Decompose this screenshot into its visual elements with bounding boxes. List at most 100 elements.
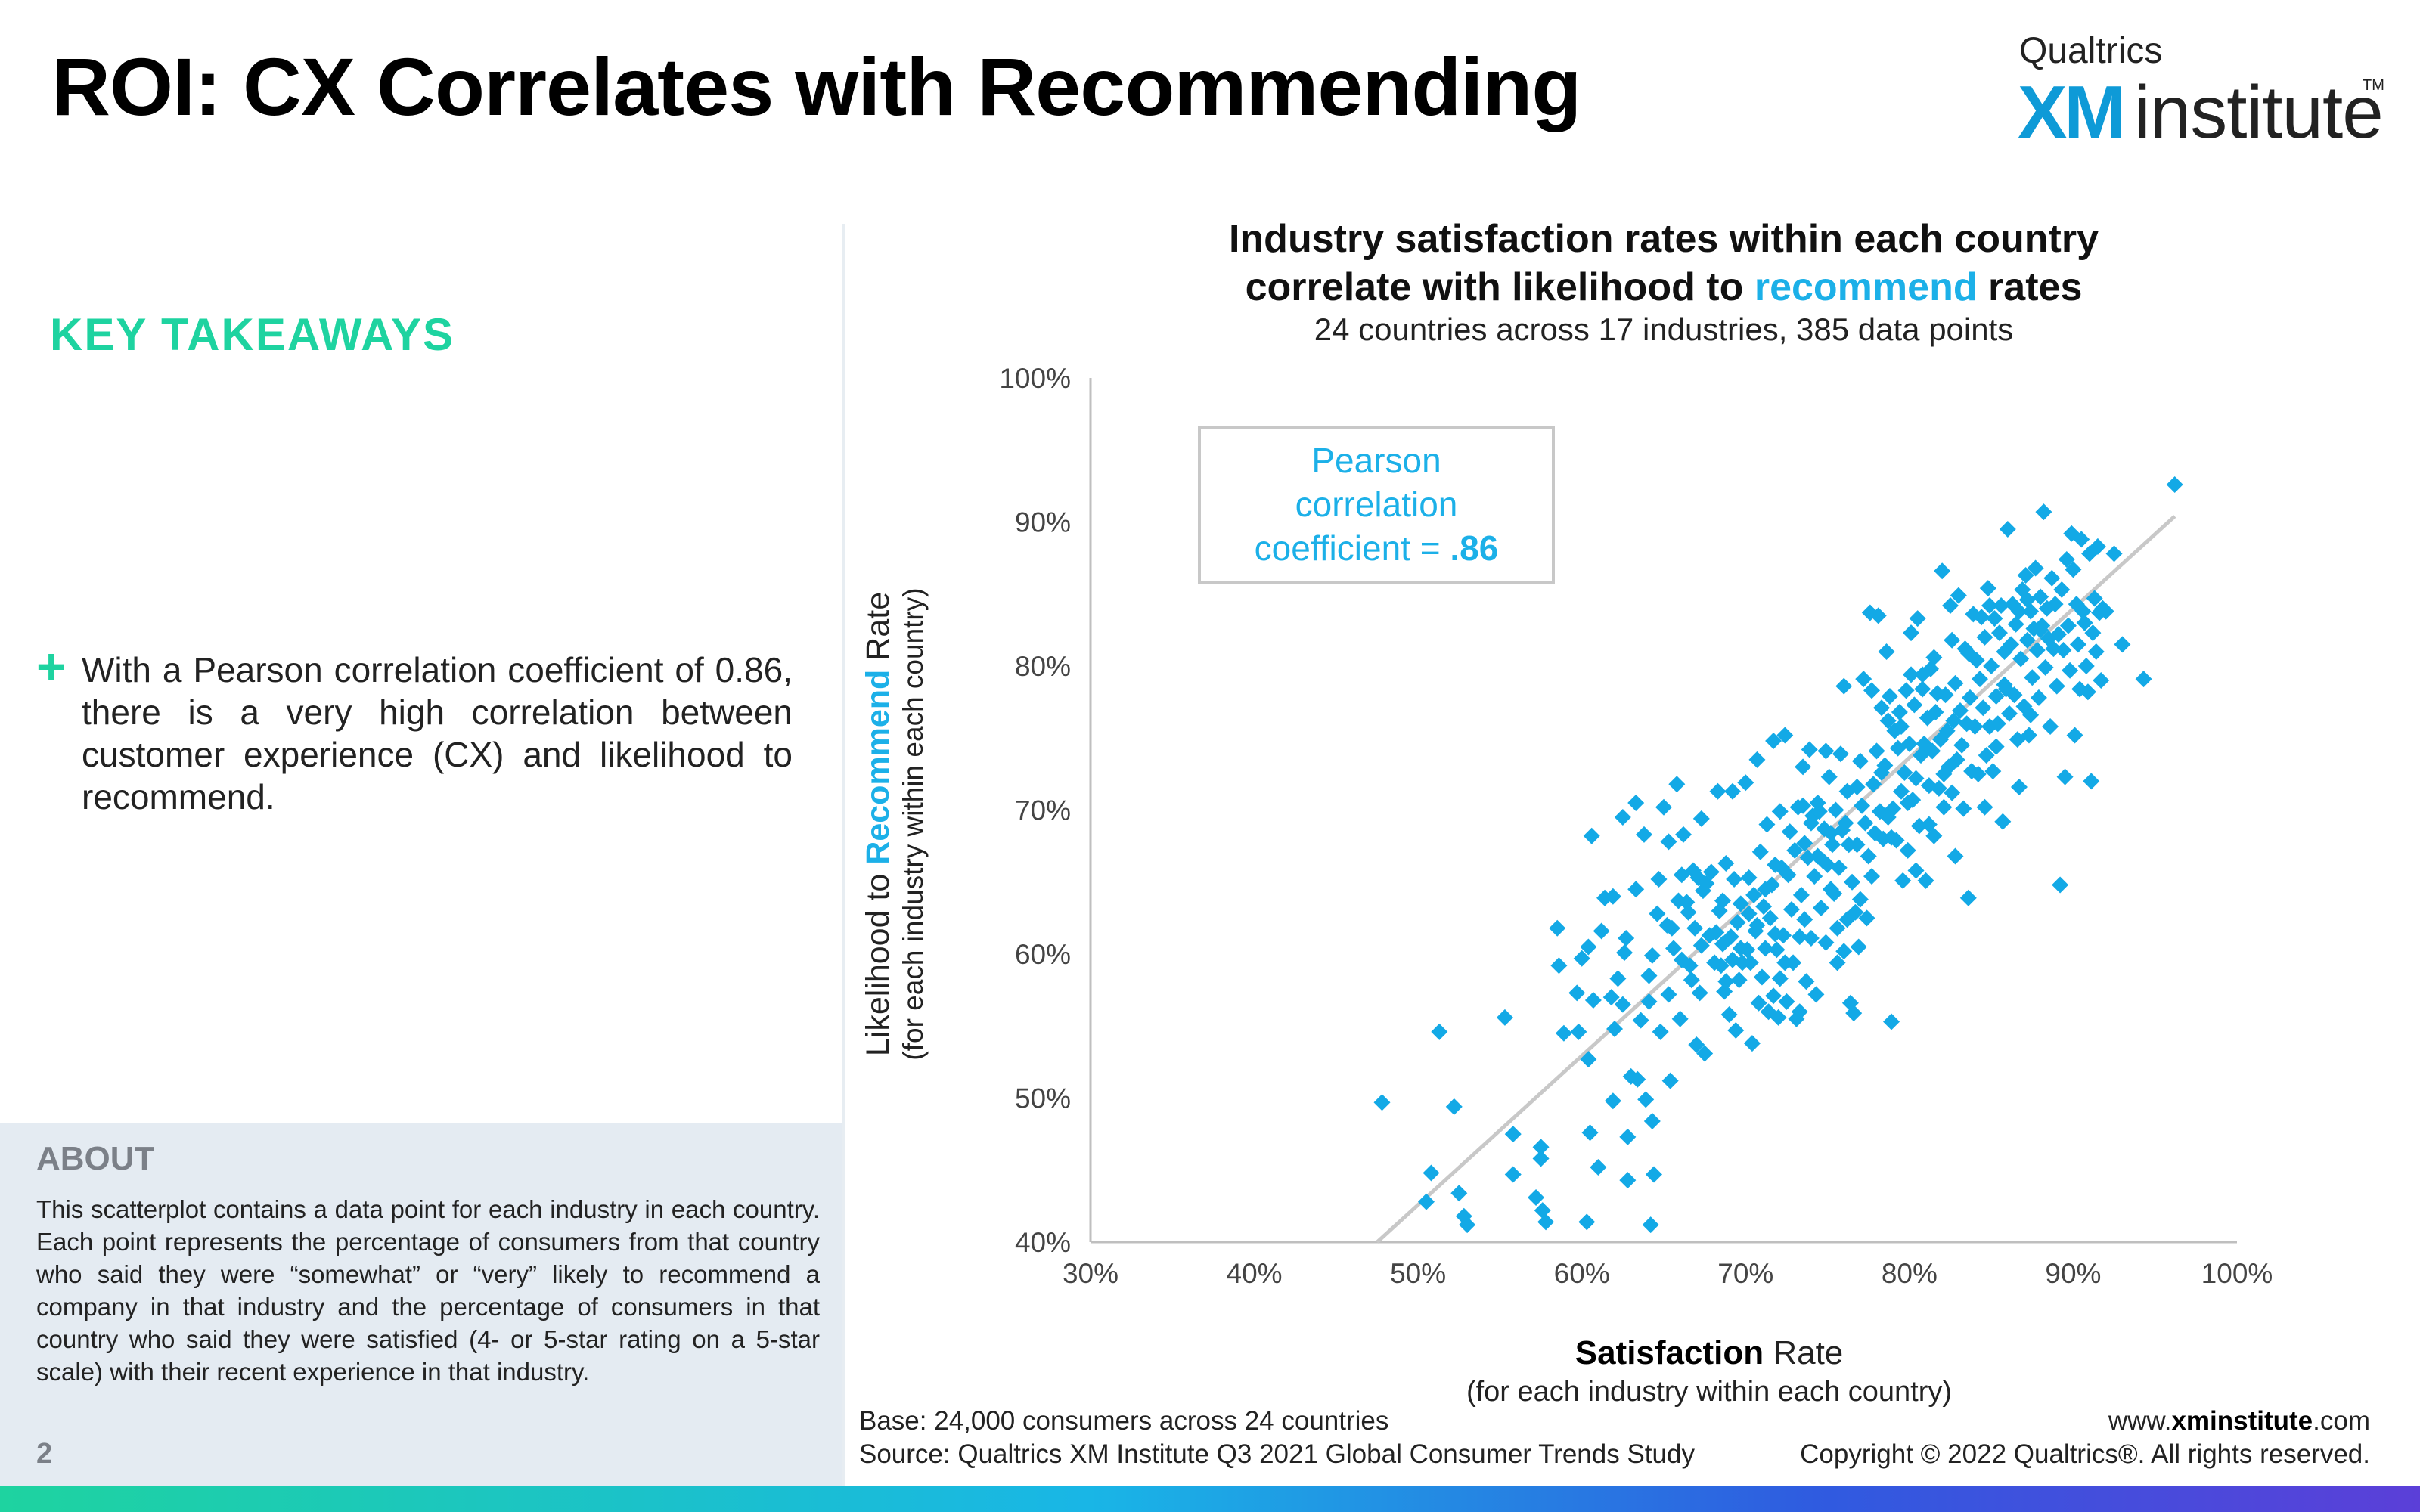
corr-line3: coefficient = .86 (1201, 526, 1552, 570)
y-tick-label: 70% (1015, 795, 1071, 826)
y-tick-label: 90% (1015, 507, 1071, 538)
data-point (1373, 1094, 1391, 1111)
data-point (2007, 615, 2024, 633)
data-point (1726, 870, 1743, 888)
data-point (1742, 954, 1759, 971)
data-point (1889, 739, 1907, 757)
data-point (1445, 1098, 1463, 1115)
data-point (1665, 940, 1682, 957)
data-point (2006, 686, 2023, 704)
data-point (1771, 970, 1789, 987)
about-text: This scatterplot contains a data point f… (36, 1195, 820, 1386)
data-point (1961, 689, 1978, 706)
data-point (1763, 876, 1780, 894)
data-point (2105, 545, 2123, 562)
data-point (1755, 898, 1773, 916)
data-point (2017, 566, 2034, 584)
data-point (1730, 971, 1748, 989)
data-point (1996, 676, 2013, 693)
data-point (2024, 669, 2041, 686)
data-point (1532, 1139, 1550, 1156)
data-point (2010, 779, 2028, 796)
data-point (1948, 751, 1965, 768)
data-point (1431, 1023, 1448, 1040)
data-point (1945, 712, 1962, 730)
correlation-annotation: Pearson correlation coefficient = .86 (1198, 426, 1555, 584)
data-point (2012, 650, 2030, 668)
data-point (1570, 1023, 1587, 1040)
data-point (1848, 779, 1866, 796)
data-point (1761, 909, 1779, 927)
data-point (1714, 892, 1731, 909)
data-point (1652, 1023, 1669, 1040)
data-point (1930, 779, 1947, 797)
data-point (1792, 886, 1810, 903)
data-point (1758, 816, 1776, 833)
trendline (1376, 515, 2176, 1244)
corr-line2: correlation (1295, 485, 1458, 524)
data-point (1834, 822, 1851, 839)
data-point (1532, 1150, 1550, 1167)
data-point (2059, 617, 2077, 634)
data-point (1568, 984, 1586, 1002)
data-point (1969, 765, 1987, 782)
data-point (1748, 916, 1766, 934)
data-point (1858, 909, 1876, 927)
data-point (1750, 994, 1767, 1012)
data-point (1829, 919, 1846, 937)
data-point (1680, 903, 1697, 921)
data-point (2049, 626, 2067, 643)
data-point (1860, 847, 1877, 865)
data-point (1642, 1216, 1659, 1234)
data-point (1900, 735, 1918, 752)
data-point (1745, 886, 1763, 903)
data-point (1909, 610, 1926, 627)
data-point (1848, 836, 1866, 854)
data-point (1692, 810, 1710, 827)
data-point (1729, 914, 1746, 931)
data-point (1944, 784, 1961, 801)
data-point (1640, 993, 1658, 1010)
xm-institute-logo: Qualtrics XM institute TM (1978, 30, 2384, 153)
data-point (1796, 835, 1813, 852)
website-link[interactable]: www.xminstitute.com (1800, 1405, 2370, 1438)
data-points (1373, 476, 2183, 1234)
key-takeaways-heading: KEY TAKEAWAYS (50, 309, 455, 360)
y-label-sub: (for each industry within each country) (898, 587, 929, 1061)
data-point (1927, 703, 1944, 720)
data-point (2045, 640, 2062, 658)
data-point (1822, 824, 1839, 841)
data-point (1550, 957, 1568, 974)
gradient-bar (0, 1486, 2420, 1512)
data-point (1555, 1024, 1572, 1042)
data-point (1886, 722, 1903, 739)
about-panel: ABOUT This scatterplot contains a data p… (0, 1123, 842, 1486)
data-point (2055, 642, 2072, 659)
x-tick-label: 90% (2045, 1258, 2101, 1289)
data-point (1581, 1124, 1599, 1142)
data-point (1423, 1164, 1440, 1182)
copyright: Copyright © 2022 Qualtrics®. All rights … (1800, 1439, 2370, 1469)
data-point (1751, 843, 1769, 860)
data-point (1925, 827, 1943, 844)
data-point (1743, 1035, 1761, 1052)
data-point (1580, 1051, 1597, 1068)
data-point (1973, 609, 1990, 626)
data-point (1771, 803, 1789, 820)
data-point (1829, 954, 1846, 971)
data-point (1917, 872, 1934, 889)
chart-title-line2-end: rates (1977, 265, 2083, 309)
data-point (1916, 735, 1933, 752)
footnote: Base: 24,000 consumers across 24 countri… (859, 1405, 1695, 1471)
data-point (1990, 624, 2008, 642)
data-point (1727, 1021, 1745, 1039)
data-point (1701, 927, 1718, 944)
chart-title-line1: Industry satisfaction rates within each … (1228, 217, 2099, 261)
data-point (1979, 580, 1996, 597)
data-point (1604, 1092, 1621, 1110)
data-point (1602, 989, 1620, 1006)
data-point (1767, 925, 1784, 943)
data-point (1899, 841, 1916, 859)
data-point (1827, 801, 1844, 819)
data-point (1776, 727, 1794, 744)
